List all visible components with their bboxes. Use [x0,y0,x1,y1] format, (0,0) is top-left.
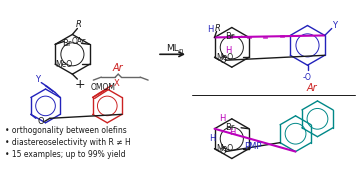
Text: Y: Y [332,21,337,30]
Text: • diastereoselectivity with R ≠ H: • diastereoselectivity with R ≠ H [5,138,130,147]
Text: Br: Br [225,32,234,41]
Text: H: H [208,25,214,34]
Text: OMOM: OMOM [90,83,115,92]
Text: n: n [179,48,183,54]
Text: MeO: MeO [216,53,233,62]
Text: MeO: MeO [56,60,73,69]
Text: H: H [209,134,216,143]
Text: Y: Y [35,75,40,84]
Text: R: R [75,20,81,29]
Text: O: O [219,147,226,156]
Text: Br: Br [62,39,72,48]
Text: R: R [215,24,220,33]
Text: H: H [219,114,226,123]
Text: Ar: Ar [113,63,123,73]
Text: Br: Br [225,123,234,132]
Text: O: O [37,117,44,126]
Text: H: H [225,46,232,55]
Text: PMP: PMP [244,142,262,151]
Text: O: O [219,56,226,65]
Text: ML: ML [165,44,178,53]
Text: X: X [114,79,120,88]
Text: H: H [229,128,236,137]
Text: MeO: MeO [216,144,233,153]
Text: +: + [75,77,86,91]
Text: -O: -O [303,73,312,82]
Text: • 15 examples; up to 99% yield: • 15 examples; up to 99% yield [5,150,125,159]
Text: Ar: Ar [306,83,317,93]
Text: • orthogonality between olefins: • orthogonality between olefins [5,126,126,135]
Text: OAc: OAc [72,37,87,46]
